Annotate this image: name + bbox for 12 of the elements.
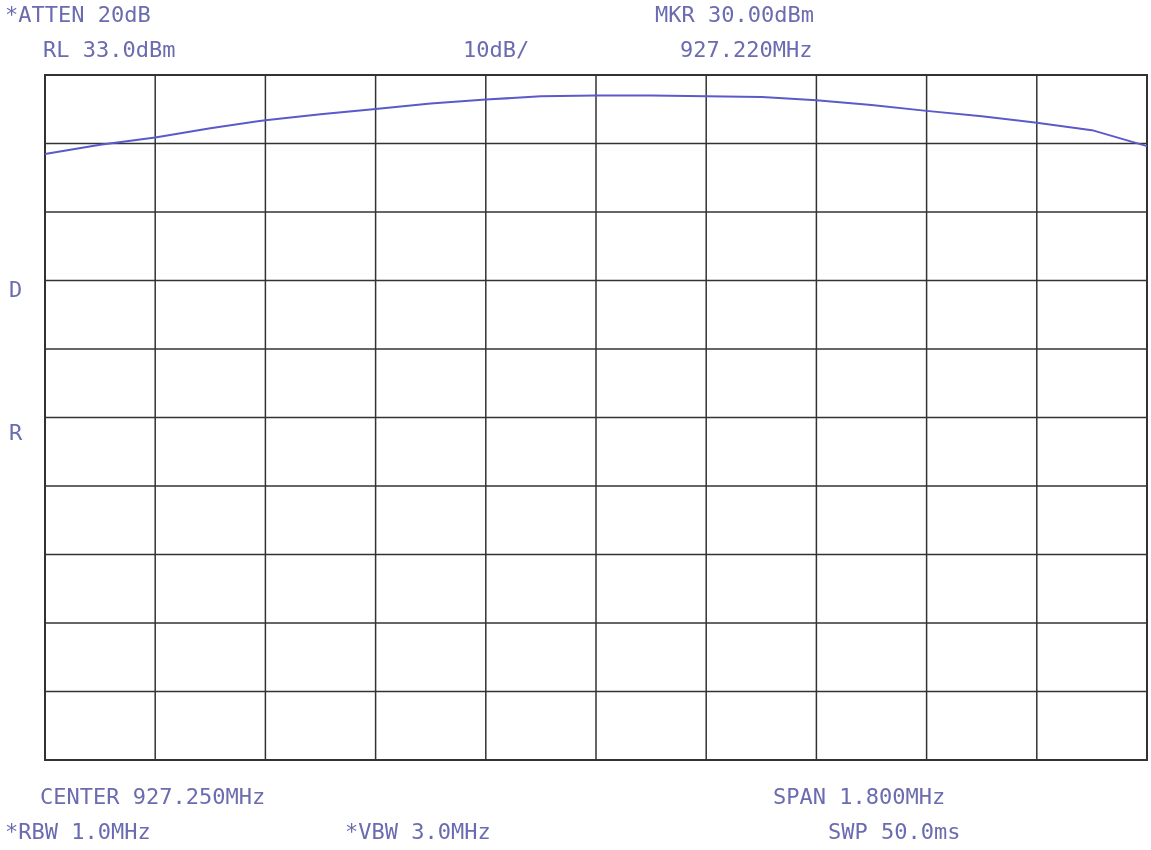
text: R	[9, 420, 23, 445]
text: MKR 30.00dBm	[655, 2, 814, 27]
text: SWP 50.0ms	[828, 819, 961, 844]
text: CENTER 927.250MHz	[40, 784, 266, 809]
text: *VBW 3.0MHz	[345, 819, 491, 844]
text: *ATTEN 20dB	[5, 2, 151, 27]
text: D	[9, 277, 23, 302]
text: 10dB/	[463, 37, 530, 62]
text: SPAN 1.800MHz	[773, 784, 946, 809]
text: *RBW 1.0MHz	[5, 819, 151, 844]
text: 927.220MHz	[680, 37, 813, 62]
text: RL 33.0dBm	[43, 37, 176, 62]
